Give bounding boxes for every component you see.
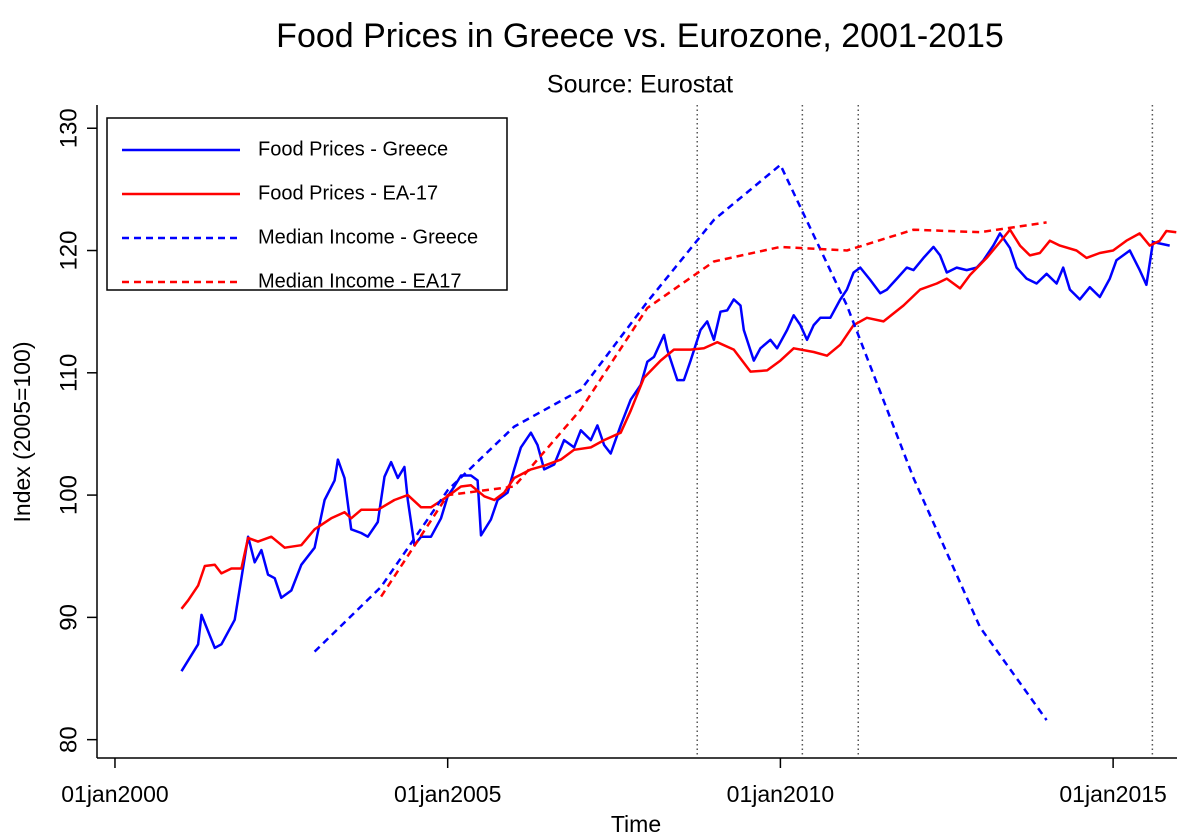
y-tick-label: 100 bbox=[55, 475, 82, 515]
x-tick-label: 01jan2015 bbox=[1059, 781, 1166, 807]
y-tick-label: 80 bbox=[55, 726, 82, 753]
y-tick-label: 120 bbox=[55, 230, 82, 270]
y-tick-label: 110 bbox=[55, 354, 82, 392]
chart-title: Food Prices in Greece vs. Eurozone, 2001… bbox=[276, 17, 1004, 55]
x-tick-label: 01jan2000 bbox=[61, 781, 168, 807]
x-tick-label: 01jan2010 bbox=[727, 781, 834, 807]
legend-label: Food Prices - EA-17 bbox=[258, 182, 438, 204]
series-line bbox=[180, 228, 1177, 610]
x-tick-label: 01jan2005 bbox=[394, 781, 501, 807]
x-axis-label: Time bbox=[611, 811, 661, 837]
series-line bbox=[380, 221, 1047, 598]
chart-subtitle: Source: Eurostat bbox=[547, 71, 733, 99]
series-line bbox=[180, 232, 1170, 672]
y-tick-label: 90 bbox=[55, 604, 82, 631]
legend-label: Median Income - EA17 bbox=[258, 270, 461, 292]
legend-box bbox=[106, 117, 508, 291]
legend-label: Food Prices - Greece bbox=[258, 138, 448, 160]
y-tick-label: 130 bbox=[55, 108, 82, 148]
legend-label: Median Income - Greece bbox=[258, 226, 478, 248]
series-line bbox=[313, 163, 1048, 721]
y-axis-label: Index (2005=100) bbox=[9, 342, 35, 523]
